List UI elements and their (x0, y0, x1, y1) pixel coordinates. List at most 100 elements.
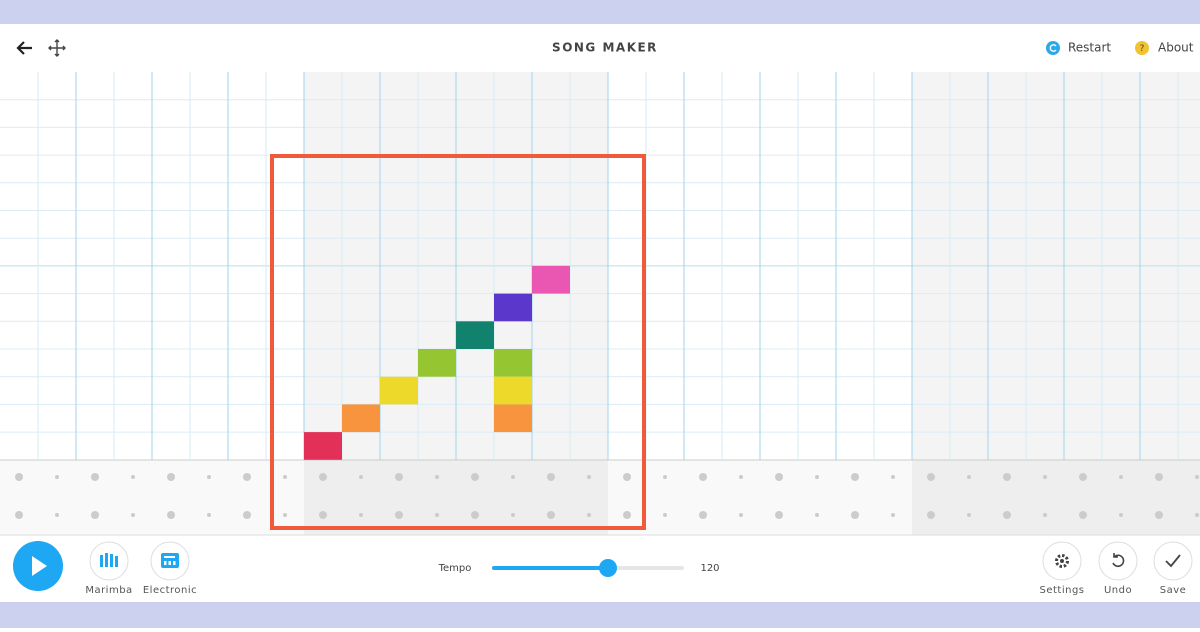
beat-dot (511, 475, 515, 479)
beat-dot (471, 511, 479, 519)
beat-dot (207, 475, 211, 479)
beat-dot (1195, 513, 1199, 517)
beat-dot (547, 473, 555, 481)
beat-dot (547, 511, 555, 519)
note (380, 376, 418, 405)
beat-dot (967, 513, 971, 517)
electronic-label: Electronic (143, 585, 197, 596)
svg-text:?: ? (1140, 44, 1145, 54)
note (304, 432, 342, 460)
title: SONG MAKER (552, 41, 658, 55)
beat-dot (435, 513, 439, 517)
beat-dot (663, 475, 667, 479)
marimba-label: Marimba (85, 585, 132, 596)
restart-label: Restart (1068, 41, 1111, 55)
beat-dot (587, 513, 591, 517)
settings-label: Settings (1039, 585, 1084, 596)
tempo-label: Tempo (438, 563, 472, 574)
save-label: Save (1160, 585, 1187, 596)
beat-dot (1003, 511, 1011, 519)
play-button[interactable] (13, 541, 63, 591)
beat-dot (851, 511, 859, 519)
beat-dot (663, 513, 667, 517)
about-label: About (1158, 41, 1194, 55)
beat-dot (699, 473, 707, 481)
beat-dot (1119, 475, 1123, 479)
beat-dot (167, 511, 175, 519)
beat-dot (1043, 513, 1047, 517)
grid (0, 72, 1200, 535)
beat-dot (395, 473, 403, 481)
beat-dot (359, 513, 363, 517)
note (494, 349, 532, 377)
beat-dot (587, 475, 591, 479)
tempo-value: 120 (700, 563, 719, 574)
note (532, 265, 570, 294)
beat-dot (775, 511, 783, 519)
note (494, 376, 532, 405)
beat-dot (739, 475, 743, 479)
beat-dot (55, 475, 59, 479)
move-button[interactable] (48, 39, 66, 57)
beat-dot (1155, 473, 1163, 481)
beat-dot (283, 475, 287, 479)
beat-dot (699, 511, 707, 519)
undo-button[interactable]: Undo (1098, 541, 1138, 596)
highlight-box (270, 154, 646, 530)
tempo-slider[interactable] (492, 559, 684, 577)
settings-button[interactable]: Settings (1039, 541, 1084, 596)
beat-dot (91, 473, 99, 481)
beat-dot (131, 513, 135, 517)
beat-dot (815, 513, 819, 517)
beat-dot (471, 473, 479, 481)
beat-dot (243, 473, 251, 481)
beat-dot (891, 513, 895, 517)
beat-dot (927, 511, 935, 519)
note (418, 349, 456, 377)
beat-dot (207, 513, 211, 517)
about-button[interactable]: ? About (1135, 41, 1194, 56)
beat-dot (967, 475, 971, 479)
beat-dot (55, 513, 59, 517)
beat-dot (775, 473, 783, 481)
beat-dot (131, 475, 135, 479)
beat-dot (1003, 473, 1011, 481)
beat-dot (1079, 473, 1087, 481)
restart-button[interactable]: Restart (1046, 41, 1111, 56)
beat-dot (91, 511, 99, 519)
beat-dot (511, 513, 515, 517)
beat-dot (15, 473, 23, 481)
beat-dot (283, 513, 287, 517)
beat-dot (1195, 475, 1199, 479)
beat-dot (1043, 475, 1047, 479)
beat-dot (739, 513, 743, 517)
beat-dot (1079, 511, 1087, 519)
undo-label: Undo (1104, 585, 1132, 596)
beat-dot (243, 511, 251, 519)
beat-dot (319, 511, 327, 519)
beat-dot (359, 475, 363, 479)
note (494, 404, 532, 433)
beat-dot (435, 475, 439, 479)
electronic-button[interactable]: Electronic (143, 541, 197, 596)
beat-dot (927, 473, 935, 481)
beat-dot (851, 473, 859, 481)
beat-dot (15, 511, 23, 519)
note (342, 404, 380, 433)
beat-dot (167, 473, 175, 481)
beat-dot (623, 473, 631, 481)
beat-dot (319, 473, 327, 481)
beat-dot (1155, 511, 1163, 519)
back-button[interactable] (16, 41, 32, 55)
note (494, 293, 532, 322)
marimba-button[interactable]: Marimba (85, 541, 132, 596)
beat-shade (912, 72, 1200, 535)
beat-dot (395, 511, 403, 519)
beat-dot (815, 475, 819, 479)
save-button[interactable]: Save (1153, 541, 1193, 596)
beat-dot (623, 511, 631, 519)
percussion-shade (0, 460, 1200, 535)
beat-dot (1119, 513, 1123, 517)
beat-dot (891, 475, 895, 479)
